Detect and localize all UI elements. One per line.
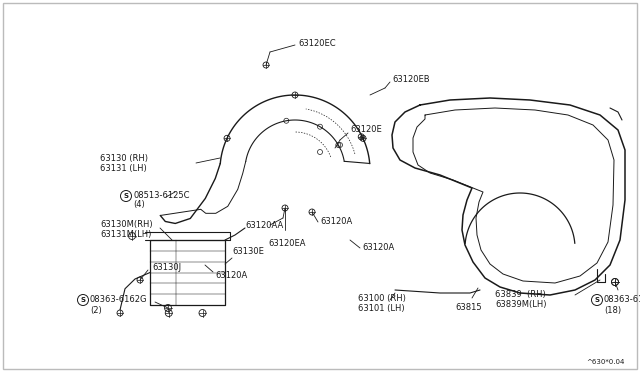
- Text: 63130E: 63130E: [232, 247, 264, 257]
- Text: 63815: 63815: [455, 302, 482, 311]
- Text: 63130M(RH): 63130M(RH): [100, 221, 152, 230]
- Text: 63130J: 63130J: [152, 263, 181, 273]
- Text: 63120AA: 63120AA: [245, 221, 284, 230]
- Text: 63130 (RH): 63130 (RH): [100, 154, 148, 163]
- Text: 63120A: 63120A: [320, 218, 352, 227]
- Text: 63101 (LH): 63101 (LH): [358, 304, 404, 312]
- Text: (4): (4): [133, 201, 145, 209]
- Text: S: S: [124, 193, 129, 199]
- Text: (18): (18): [604, 305, 621, 314]
- Text: 08363-6162G: 08363-6162G: [90, 295, 147, 305]
- Text: S: S: [81, 297, 86, 303]
- Text: (2): (2): [90, 305, 102, 314]
- Text: S: S: [595, 297, 600, 303]
- Text: 63120EC: 63120EC: [298, 38, 335, 48]
- Text: 63120EB: 63120EB: [392, 76, 429, 84]
- Text: ^630*0.04: ^630*0.04: [587, 359, 625, 365]
- Text: 08363-6125D: 08363-6125D: [604, 295, 640, 305]
- Text: 63120E: 63120E: [350, 125, 381, 135]
- Text: 63839M(LH): 63839M(LH): [495, 301, 547, 310]
- Text: 63120A: 63120A: [215, 270, 247, 279]
- Text: 63100 (RH): 63100 (RH): [358, 294, 406, 302]
- Text: 63120EA: 63120EA: [268, 238, 305, 247]
- Text: 08513-6125C: 08513-6125C: [133, 192, 189, 201]
- Text: 63131M(LH): 63131M(LH): [100, 230, 152, 238]
- Text: 63131 (LH): 63131 (LH): [100, 164, 147, 173]
- Text: 63120A: 63120A: [362, 244, 394, 253]
- Text: 63839  (RH): 63839 (RH): [495, 291, 546, 299]
